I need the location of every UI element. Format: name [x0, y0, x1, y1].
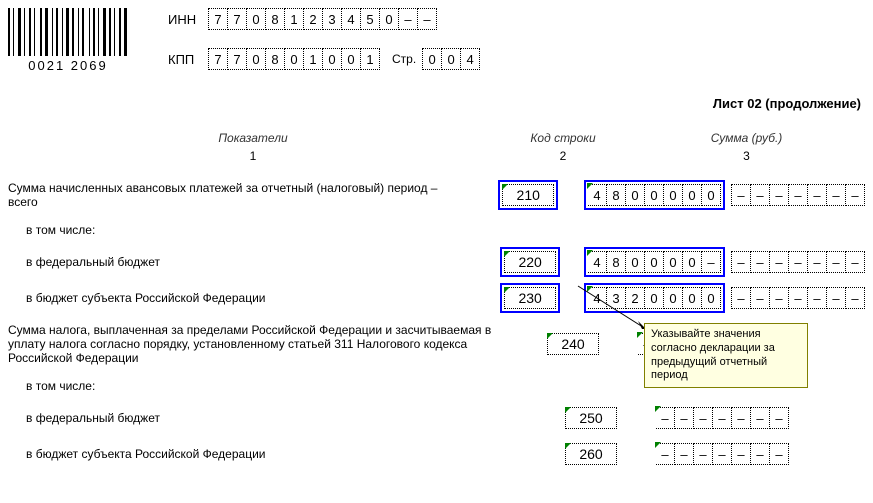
sheet-title: Лист 02 (продолжение): [8, 96, 861, 111]
line-code: 250: [565, 407, 617, 429]
header-n2: 2: [498, 149, 628, 163]
table-row: в бюджет субъекта Российской Федерации 26…: [8, 443, 865, 465]
barcode-lines: [8, 8, 128, 56]
header-col2: Код строки: [498, 131, 628, 145]
row-description: в том числе:: [8, 379, 526, 393]
table-row: в бюджет субъекта Российской Федерации 23…: [8, 287, 865, 309]
row-description: в бюджет субъекта Российской Федерации: [8, 447, 526, 461]
barcode-number: 0021 2069: [8, 58, 128, 73]
amount-value: 4320000: [588, 287, 721, 309]
inn-value: 7708123450––: [208, 8, 437, 30]
amount-tail: –––––––: [731, 287, 865, 309]
row-description: в бюджет субъекта Российской Федерации: [8, 291, 472, 305]
table-row: Сумма начисленных авансовых платежей за …: [8, 181, 865, 209]
kpp-value: 770801001: [208, 48, 380, 70]
line-code: 210: [502, 184, 554, 206]
kpp-label: КПП: [168, 52, 208, 67]
inn-label: ИНН: [168, 12, 208, 27]
table-row: в федеральный бюджет 250 –––––––: [8, 407, 865, 429]
header-n1: 1: [8, 149, 498, 163]
table-row: Сумма налога, выплаченная за пределами Р…: [8, 323, 865, 365]
row-description: Сумма налога, выплаченная за пределами Р…: [8, 323, 508, 365]
row-description: Сумма начисленных авансовых платежей за …: [8, 181, 468, 209]
line-code: 240: [547, 333, 599, 355]
header-col1: Показатели: [8, 131, 498, 145]
amount-value: –––––––: [656, 443, 789, 465]
line-code: 230: [504, 287, 556, 309]
line-code: 260: [565, 443, 617, 465]
row-description: в федеральный бюджет: [8, 255, 472, 269]
page-value: 004: [422, 48, 480, 70]
page-label: Стр.: [392, 52, 416, 66]
amount-value: 480000–: [588, 251, 721, 273]
header-col3: Сумма (руб.): [628, 131, 865, 145]
header-n3: 3: [628, 149, 865, 163]
table-row: в том числе:: [8, 223, 865, 237]
line-code: 220: [504, 251, 556, 273]
amount-value: 4800000: [588, 184, 721, 206]
amount-value: –––––––: [656, 407, 789, 429]
row-description: в том числе:: [8, 223, 526, 237]
amount-tail: –––––––: [731, 184, 865, 206]
amount-tail: –––––––: [731, 251, 865, 273]
hint-tooltip: Указывайте значения согласно декларации …: [644, 323, 808, 388]
barcode-block: 0021 2069: [8, 8, 128, 73]
table-row: в федеральный бюджет 220 480000– –––––––: [8, 251, 865, 273]
row-description: в федеральный бюджет: [8, 411, 526, 425]
